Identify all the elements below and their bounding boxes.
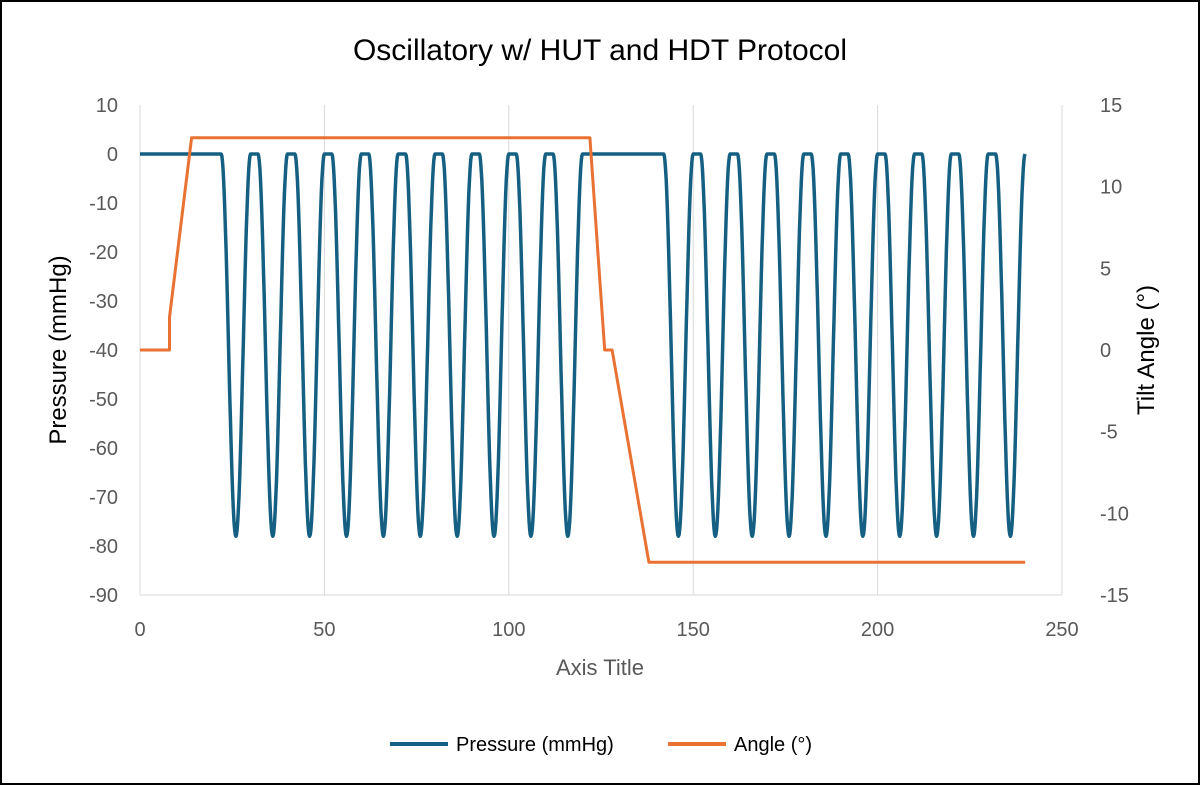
legend-label-pressure: Pressure (mmHg) bbox=[456, 734, 614, 756]
y-tick-label: -70 bbox=[89, 487, 118, 509]
x-tick-label: 250 bbox=[1045, 619, 1078, 641]
tick-labels: 0 50 100 150 200 250100-10-20-30-40-50-60-70-… bbox=[89, 95, 1129, 641]
series-line-pressure bbox=[140, 152, 1027, 538]
series-line-angle bbox=[140, 136, 1026, 564]
y-tick-label: -20 bbox=[89, 242, 118, 264]
y2-tick-label: 10 bbox=[1100, 177, 1122, 199]
y2-tick-label: -15 bbox=[1100, 585, 1129, 607]
y2-axis-title: Tilt Angle (°) bbox=[1133, 285, 1160, 415]
gridlines bbox=[323, 105, 1063, 595]
y-axis-title: Pressure (mmHg) bbox=[45, 255, 72, 444]
y2-tick-label: 0 bbox=[1100, 340, 1111, 362]
y-tick-label: -40 bbox=[89, 340, 118, 362]
y-tick-label: -50 bbox=[89, 389, 118, 411]
y2-tick-label: 5 bbox=[1100, 258, 1111, 280]
y-tick-label: -80 bbox=[89, 536, 118, 558]
y-tick-label: 10 bbox=[96, 95, 118, 117]
y2-tick-label: 15 bbox=[1100, 95, 1122, 117]
y-tick-label: 0 bbox=[107, 144, 118, 166]
y-tick-label: -60 bbox=[89, 438, 118, 460]
x-tick-label: 100 bbox=[492, 619, 525, 641]
y-tick-label: -10 bbox=[89, 193, 118, 215]
x-tick-label: 0 bbox=[134, 619, 145, 641]
legend-label-angle: Angle (°) bbox=[734, 734, 812, 756]
chart-title: Oscillatory w/ HUT and HDT Protocol bbox=[353, 34, 847, 67]
y-tick-label: -30 bbox=[89, 291, 118, 313]
x-tick-label: 150 bbox=[677, 619, 710, 641]
x-tick-label: 50 bbox=[313, 619, 335, 641]
x-axis-title: Axis Title bbox=[556, 655, 644, 680]
x-tick-label: 200 bbox=[861, 619, 894, 641]
y2-tick-label: -5 bbox=[1100, 422, 1118, 444]
legend: Pressure (mmHg) Angle (°) bbox=[390, 734, 812, 756]
series-layer bbox=[140, 136, 1027, 564]
y-tick-label: -90 bbox=[89, 585, 118, 607]
y2-tick-label: -10 bbox=[1100, 503, 1129, 525]
